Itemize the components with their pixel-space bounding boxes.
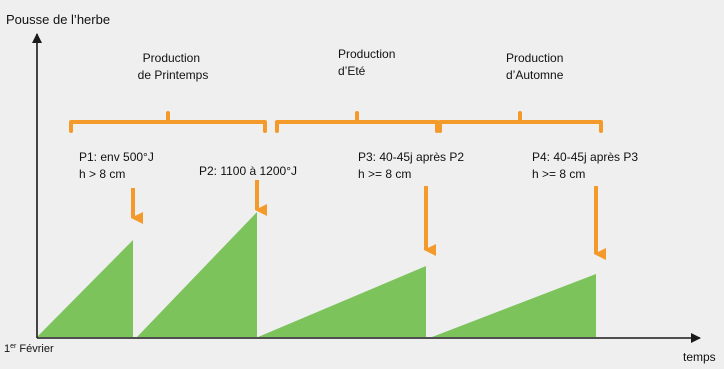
- brace-spring: [69, 111, 267, 133]
- season-spring-line1: Production: [143, 51, 200, 65]
- season-autumn-line2: d’Automne: [506, 68, 564, 82]
- origin-label-number: 1: [4, 343, 10, 355]
- cut-label-p4: P4: 40-45j après P3 h >= 8 cm: [532, 150, 641, 181]
- season-summer-line1: Production: [338, 47, 395, 61]
- season-autumn-line1: Production: [506, 51, 563, 65]
- cut-p4-line1: P4: 40-45j après P3: [532, 150, 638, 164]
- cut-p1-line1: P1: env 500°J: [79, 150, 154, 164]
- growth-triangle-p2: [137, 212, 257, 337]
- cut-label-p3: P3: 40-45j après P2 h >= 8 cm: [358, 150, 467, 181]
- origin-label-month: Février: [16, 343, 54, 355]
- season-label-autumn: Production d’Automne: [506, 51, 567, 82]
- growth-triangle-p1: [37, 240, 133, 337]
- growth-triangle-p3: [258, 266, 426, 337]
- cut-p1-line2: h > 8 cm: [79, 167, 125, 181]
- growth-triangle-p4: [432, 274, 596, 337]
- brace-summer: [275, 111, 439, 133]
- season-spring-line2: de Printemps: [138, 68, 209, 82]
- y-axis-label: Pousse de l’herbe: [6, 12, 110, 27]
- origin-label: 1er Février: [4, 343, 54, 355]
- cut-label-p1: P1: env 500°J h > 8 cm: [79, 150, 157, 181]
- x-axis-label: temps: [683, 350, 716, 364]
- cut-p2-line1: P2: 1100 à 1200°J: [199, 164, 297, 178]
- cut-p4-line2: h >= 8 cm: [532, 167, 585, 181]
- season-label-spring: Production de Printemps: [138, 51, 209, 82]
- brace-autumn: [438, 111, 603, 133]
- season-label-summer: Production d’Eté: [338, 47, 399, 78]
- cut-p3-line1: P3: 40-45j après P2: [358, 150, 464, 164]
- cut-p3-line2: h >= 8 cm: [358, 167, 411, 181]
- season-summer-line2: d’Eté: [338, 64, 366, 78]
- origin-label-sup: er: [10, 343, 17, 350]
- cut-label-p2: P2: 1100 à 1200°J: [199, 164, 297, 178]
